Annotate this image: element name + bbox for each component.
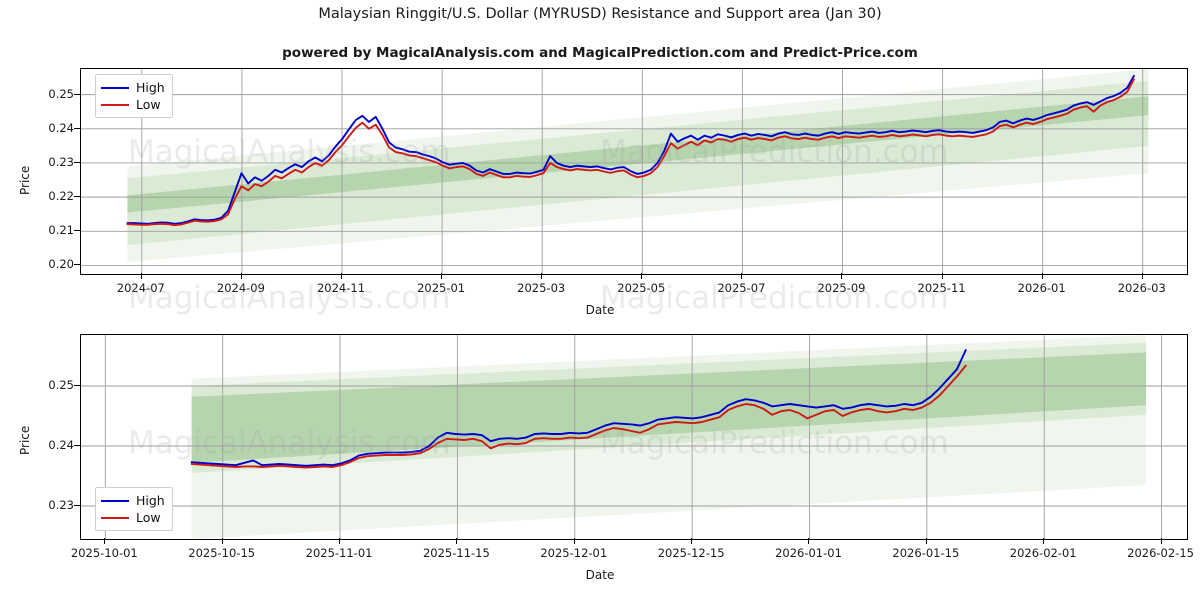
- y-tick-mark: [74, 161, 80, 163]
- y-tick-label: 0.24: [48, 120, 74, 135]
- x-tick-label: 2025-10-01: [70, 546, 138, 560]
- upper-legend: High Low: [95, 74, 173, 118]
- y-tick-label: 0.25: [48, 86, 74, 101]
- x-tick-label: 2025-05: [617, 281, 666, 295]
- x-tick-label: 2024-11: [316, 281, 366, 295]
- legend-line-high: [101, 86, 129, 89]
- upper-chart-panel: Price MagicalAnalysis.com MagicalPredict…: [18, 68, 1188, 317]
- x-tick-label: 2025-01: [417, 281, 466, 295]
- legend-entry-low-lower: Low: [101, 509, 165, 526]
- series-line-high: [190, 349, 967, 467]
- series-line-low: [190, 364, 967, 469]
- lower-plot-area: [80, 334, 1188, 540]
- series-line-high: [126, 74, 1135, 225]
- lower-chart-panel: Price MagicalAnalysis.com MagicalPredict…: [0, 320, 1200, 600]
- x-tick-label: 2025-07: [717, 281, 766, 295]
- x-tick-label: 2026-03: [1117, 281, 1166, 295]
- x-tick-mark: [221, 538, 223, 544]
- x-tick-mark: [573, 538, 575, 544]
- legend-line-high-lower: [101, 499, 129, 502]
- page-subtitle: powered by MagicalAnalysis.com and Magic…: [282, 45, 918, 61]
- x-tick-mark: [1160, 538, 1162, 544]
- x-tick-label: 2025-11: [917, 281, 966, 295]
- series-line-low: [126, 78, 1135, 227]
- x-tick-mark: [1141, 273, 1143, 279]
- y-tick-label: 0.22: [48, 189, 74, 204]
- y-tick-mark: [74, 385, 80, 386]
- y-tick-label: 0.21: [48, 223, 74, 238]
- y-tick-mark: [74, 127, 80, 129]
- x-tick-mark: [456, 538, 458, 544]
- lower-plot-svg: [81, 335, 1187, 539]
- x-tick-mark: [341, 273, 343, 279]
- y-tick-mark: [74, 196, 80, 198]
- lower-legend: High Low: [95, 487, 173, 531]
- x-tick-mark: [941, 273, 943, 279]
- y-tick-mark: [74, 505, 80, 506]
- x-tick-label: 2025-03: [517, 281, 566, 295]
- y-tick-label: 0.25: [48, 378, 74, 392]
- x-tick-mark: [841, 273, 843, 279]
- lower-x-axis-label: Date: [585, 568, 615, 582]
- upper-plot-area: [80, 68, 1188, 275]
- x-tick-label: 2025-10-15: [188, 546, 256, 560]
- x-tick-label: 2025-09: [817, 281, 866, 295]
- x-tick-label: 2025-12-01: [540, 546, 608, 560]
- x-tick-mark: [541, 273, 543, 279]
- y-tick-label: 0.23: [48, 154, 74, 169]
- x-tick-mark: [240, 273, 242, 279]
- y-tick-label: 0.20: [48, 257, 74, 272]
- x-tick-mark: [1043, 538, 1045, 544]
- x-tick-mark: [140, 273, 142, 279]
- x-tick-label: 2024-09: [216, 281, 265, 295]
- y-tick-mark: [74, 93, 80, 95]
- x-tick-mark: [339, 538, 341, 544]
- x-tick-mark: [691, 538, 693, 544]
- y-tick-mark: [74, 445, 80, 446]
- x-tick-label: 2026-02-01: [1009, 546, 1077, 560]
- x-tick-label: 2025-12-15: [657, 546, 725, 560]
- x-tick-mark: [104, 538, 106, 544]
- legend-entry-high-lower: High: [101, 492, 165, 509]
- legend-line-low-lower: [101, 516, 129, 519]
- x-tick-mark: [641, 273, 643, 279]
- band-inner-core: [191, 352, 1147, 463]
- band-inner-core: [127, 96, 1149, 213]
- x-tick-mark: [808, 538, 810, 544]
- legend-label-high: High: [136, 80, 165, 95]
- x-tick-label: 2026-01-15: [892, 546, 960, 560]
- legend-entry-high: High: [101, 79, 165, 96]
- x-tick-label: 2026-01: [1017, 281, 1066, 295]
- upper-plot-svg: [81, 69, 1187, 274]
- y-tick-mark: [74, 264, 80, 266]
- legend-label-low: Low: [136, 97, 161, 112]
- x-tick-label: 2026-02-15: [1127, 546, 1194, 560]
- legend-label-low-lower: Low: [136, 510, 161, 525]
- page-title: Malaysian Ringgit/U.S. Dollar (MYRUSD) R…: [318, 6, 882, 22]
- y-tick-mark: [74, 230, 80, 232]
- x-tick-label: 2024-07: [116, 281, 165, 295]
- x-tick-mark: [441, 273, 443, 279]
- legend-label-high-lower: High: [136, 493, 165, 508]
- x-tick-label: 2025-11-15: [422, 546, 490, 560]
- upper-x-axis-label: Date: [585, 303, 615, 317]
- legend-entry-low: Low: [101, 96, 165, 113]
- x-tick-mark: [925, 538, 927, 544]
- x-tick-mark: [741, 273, 743, 279]
- y-tick-label: 0.24: [48, 438, 74, 452]
- legend-line-low: [101, 103, 129, 106]
- y-tick-label: 0.23: [48, 498, 74, 512]
- x-tick-mark: [1041, 273, 1043, 279]
- x-tick-label: 2026-01-01: [775, 546, 842, 560]
- x-tick-label: 2025-11-01: [305, 546, 373, 560]
